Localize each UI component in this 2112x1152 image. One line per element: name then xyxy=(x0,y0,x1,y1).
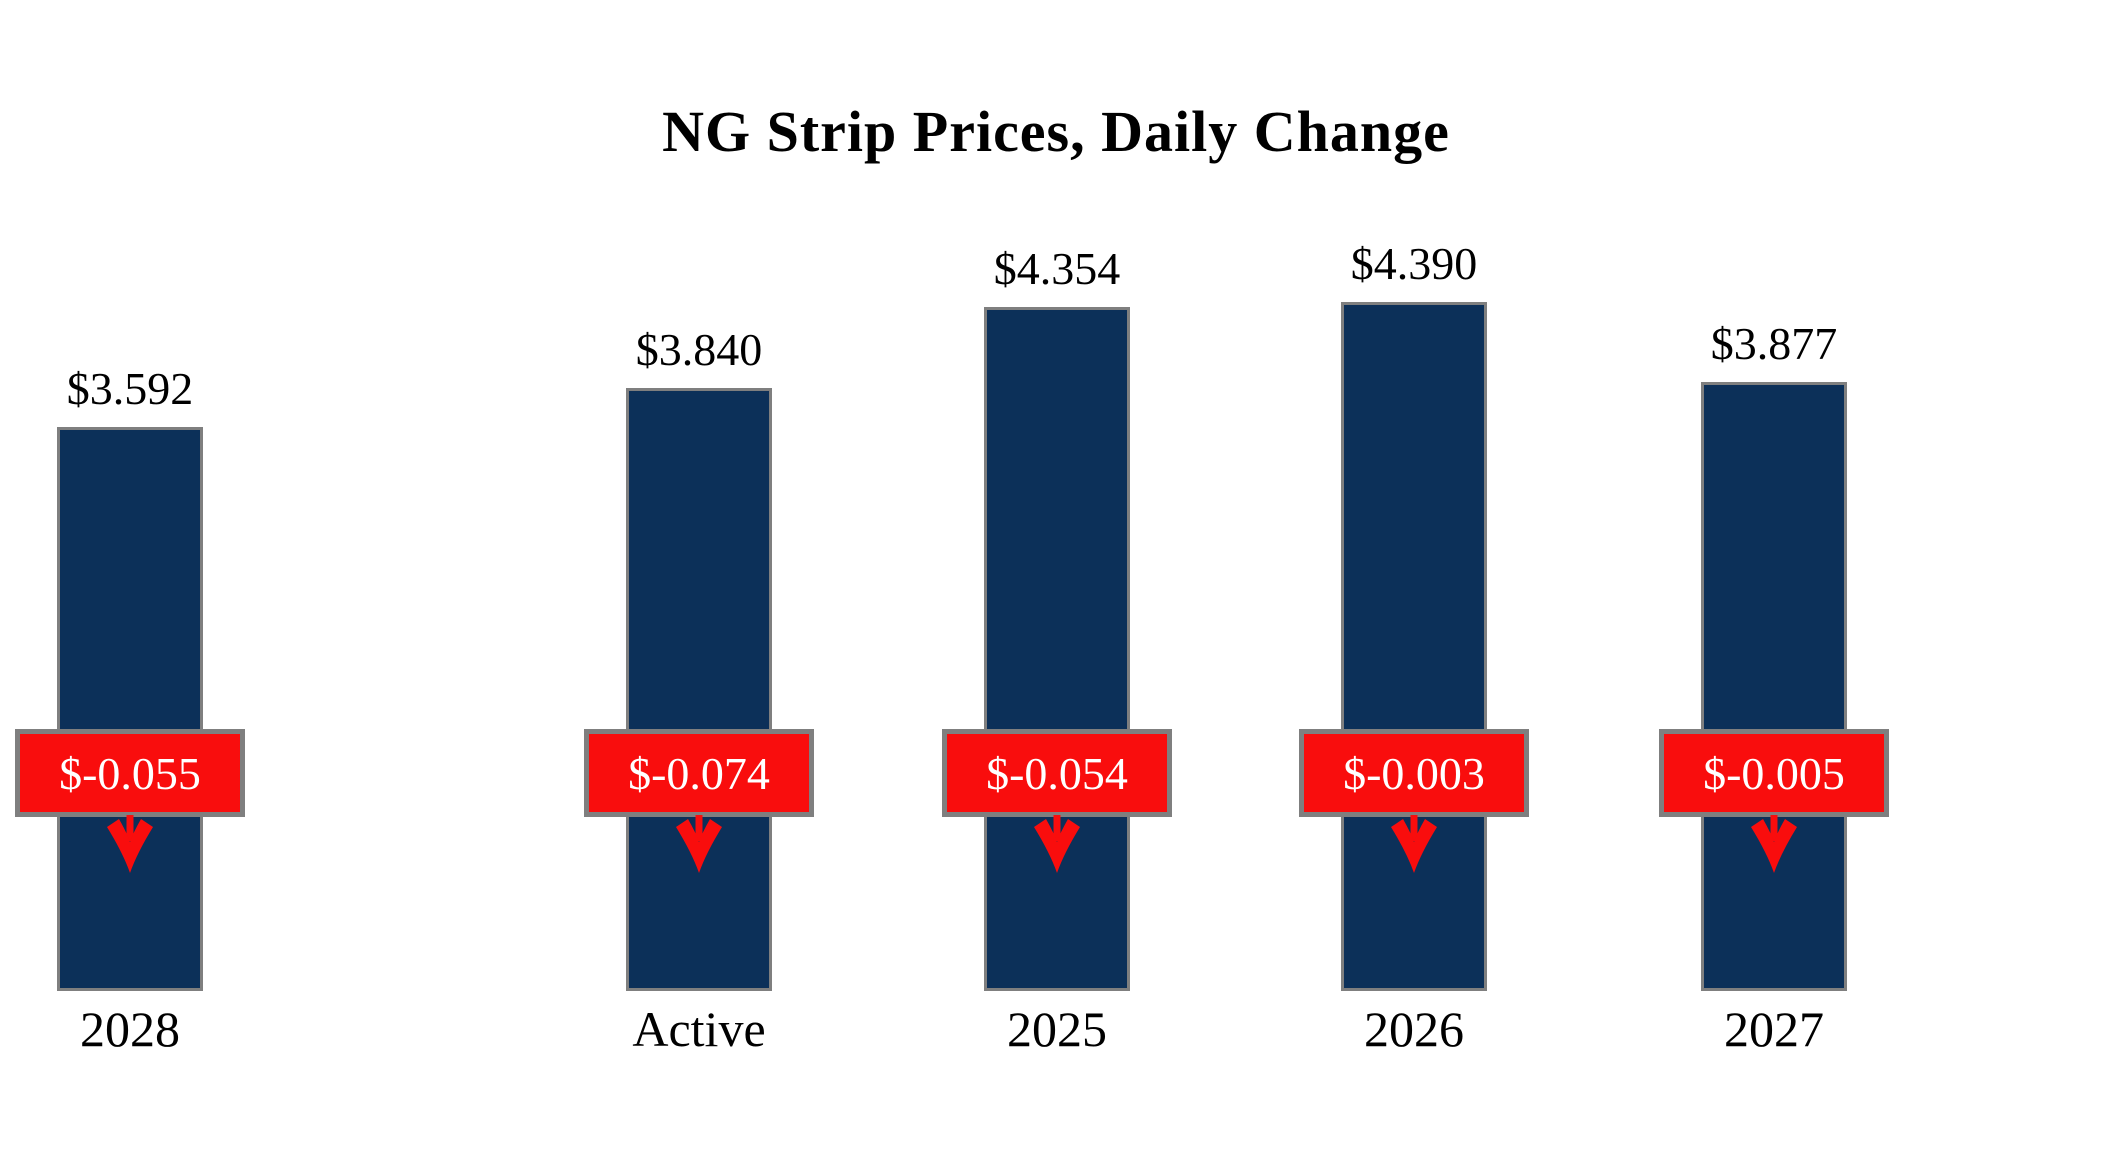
bar-value-label: $4.390 xyxy=(1350,238,1478,289)
change-badge: $-0.003 xyxy=(1299,729,1529,817)
bar xyxy=(626,388,772,991)
bar xyxy=(1701,382,1847,991)
change-badge: $-0.055 xyxy=(15,729,245,817)
change-badge: $-0.074 xyxy=(584,729,814,817)
change-badge-label: $-0.005 xyxy=(1703,747,1845,799)
change-badge-label: $-0.054 xyxy=(986,747,1128,799)
bar-value-label: $4.354 xyxy=(993,243,1121,294)
change-badge-label: $-0.074 xyxy=(628,747,770,799)
category-label: Active xyxy=(632,1001,766,1057)
chart-title: NG Strip Prices, Daily Change xyxy=(662,99,1450,164)
bar-value-label: $3.592 xyxy=(66,363,194,414)
bar-column-2028: $3.592 $-0.055 2028 xyxy=(0,0,260,1152)
bar xyxy=(57,427,203,991)
change-badge: $-0.005 xyxy=(1659,729,1889,817)
category-label: 2026 xyxy=(1364,1001,1464,1057)
bar-value-label: $3.840 xyxy=(635,324,763,375)
category-label: 2027 xyxy=(1724,1001,1824,1057)
change-badge: $-0.054 xyxy=(942,729,1172,817)
bar-column-active: $3.840 $-0.074 Active xyxy=(569,0,829,1152)
bar-column-2026: $4.390 $-0.003 2026 xyxy=(1284,0,1544,1152)
category-label: 2025 xyxy=(1007,1001,1107,1057)
change-badge-label: $-0.003 xyxy=(1343,747,1485,799)
down-arrow-icon xyxy=(107,815,153,873)
down-arrow-icon xyxy=(676,815,722,873)
down-arrow-icon xyxy=(1391,815,1437,873)
bar xyxy=(984,307,1130,991)
bar xyxy=(1341,302,1487,991)
category-label: 2028 xyxy=(80,1001,180,1057)
change-badge-label: $-0.055 xyxy=(59,747,201,799)
down-arrow-icon xyxy=(1751,815,1797,873)
down-arrow-icon xyxy=(1034,815,1080,873)
bar-column-2027: $3.877 $-0.005 2027 xyxy=(1644,0,1904,1152)
bar-value-label: $3.877 xyxy=(1710,318,1838,369)
bar-column-2025: $4.354 $-0.054 2025 xyxy=(927,0,1187,1152)
